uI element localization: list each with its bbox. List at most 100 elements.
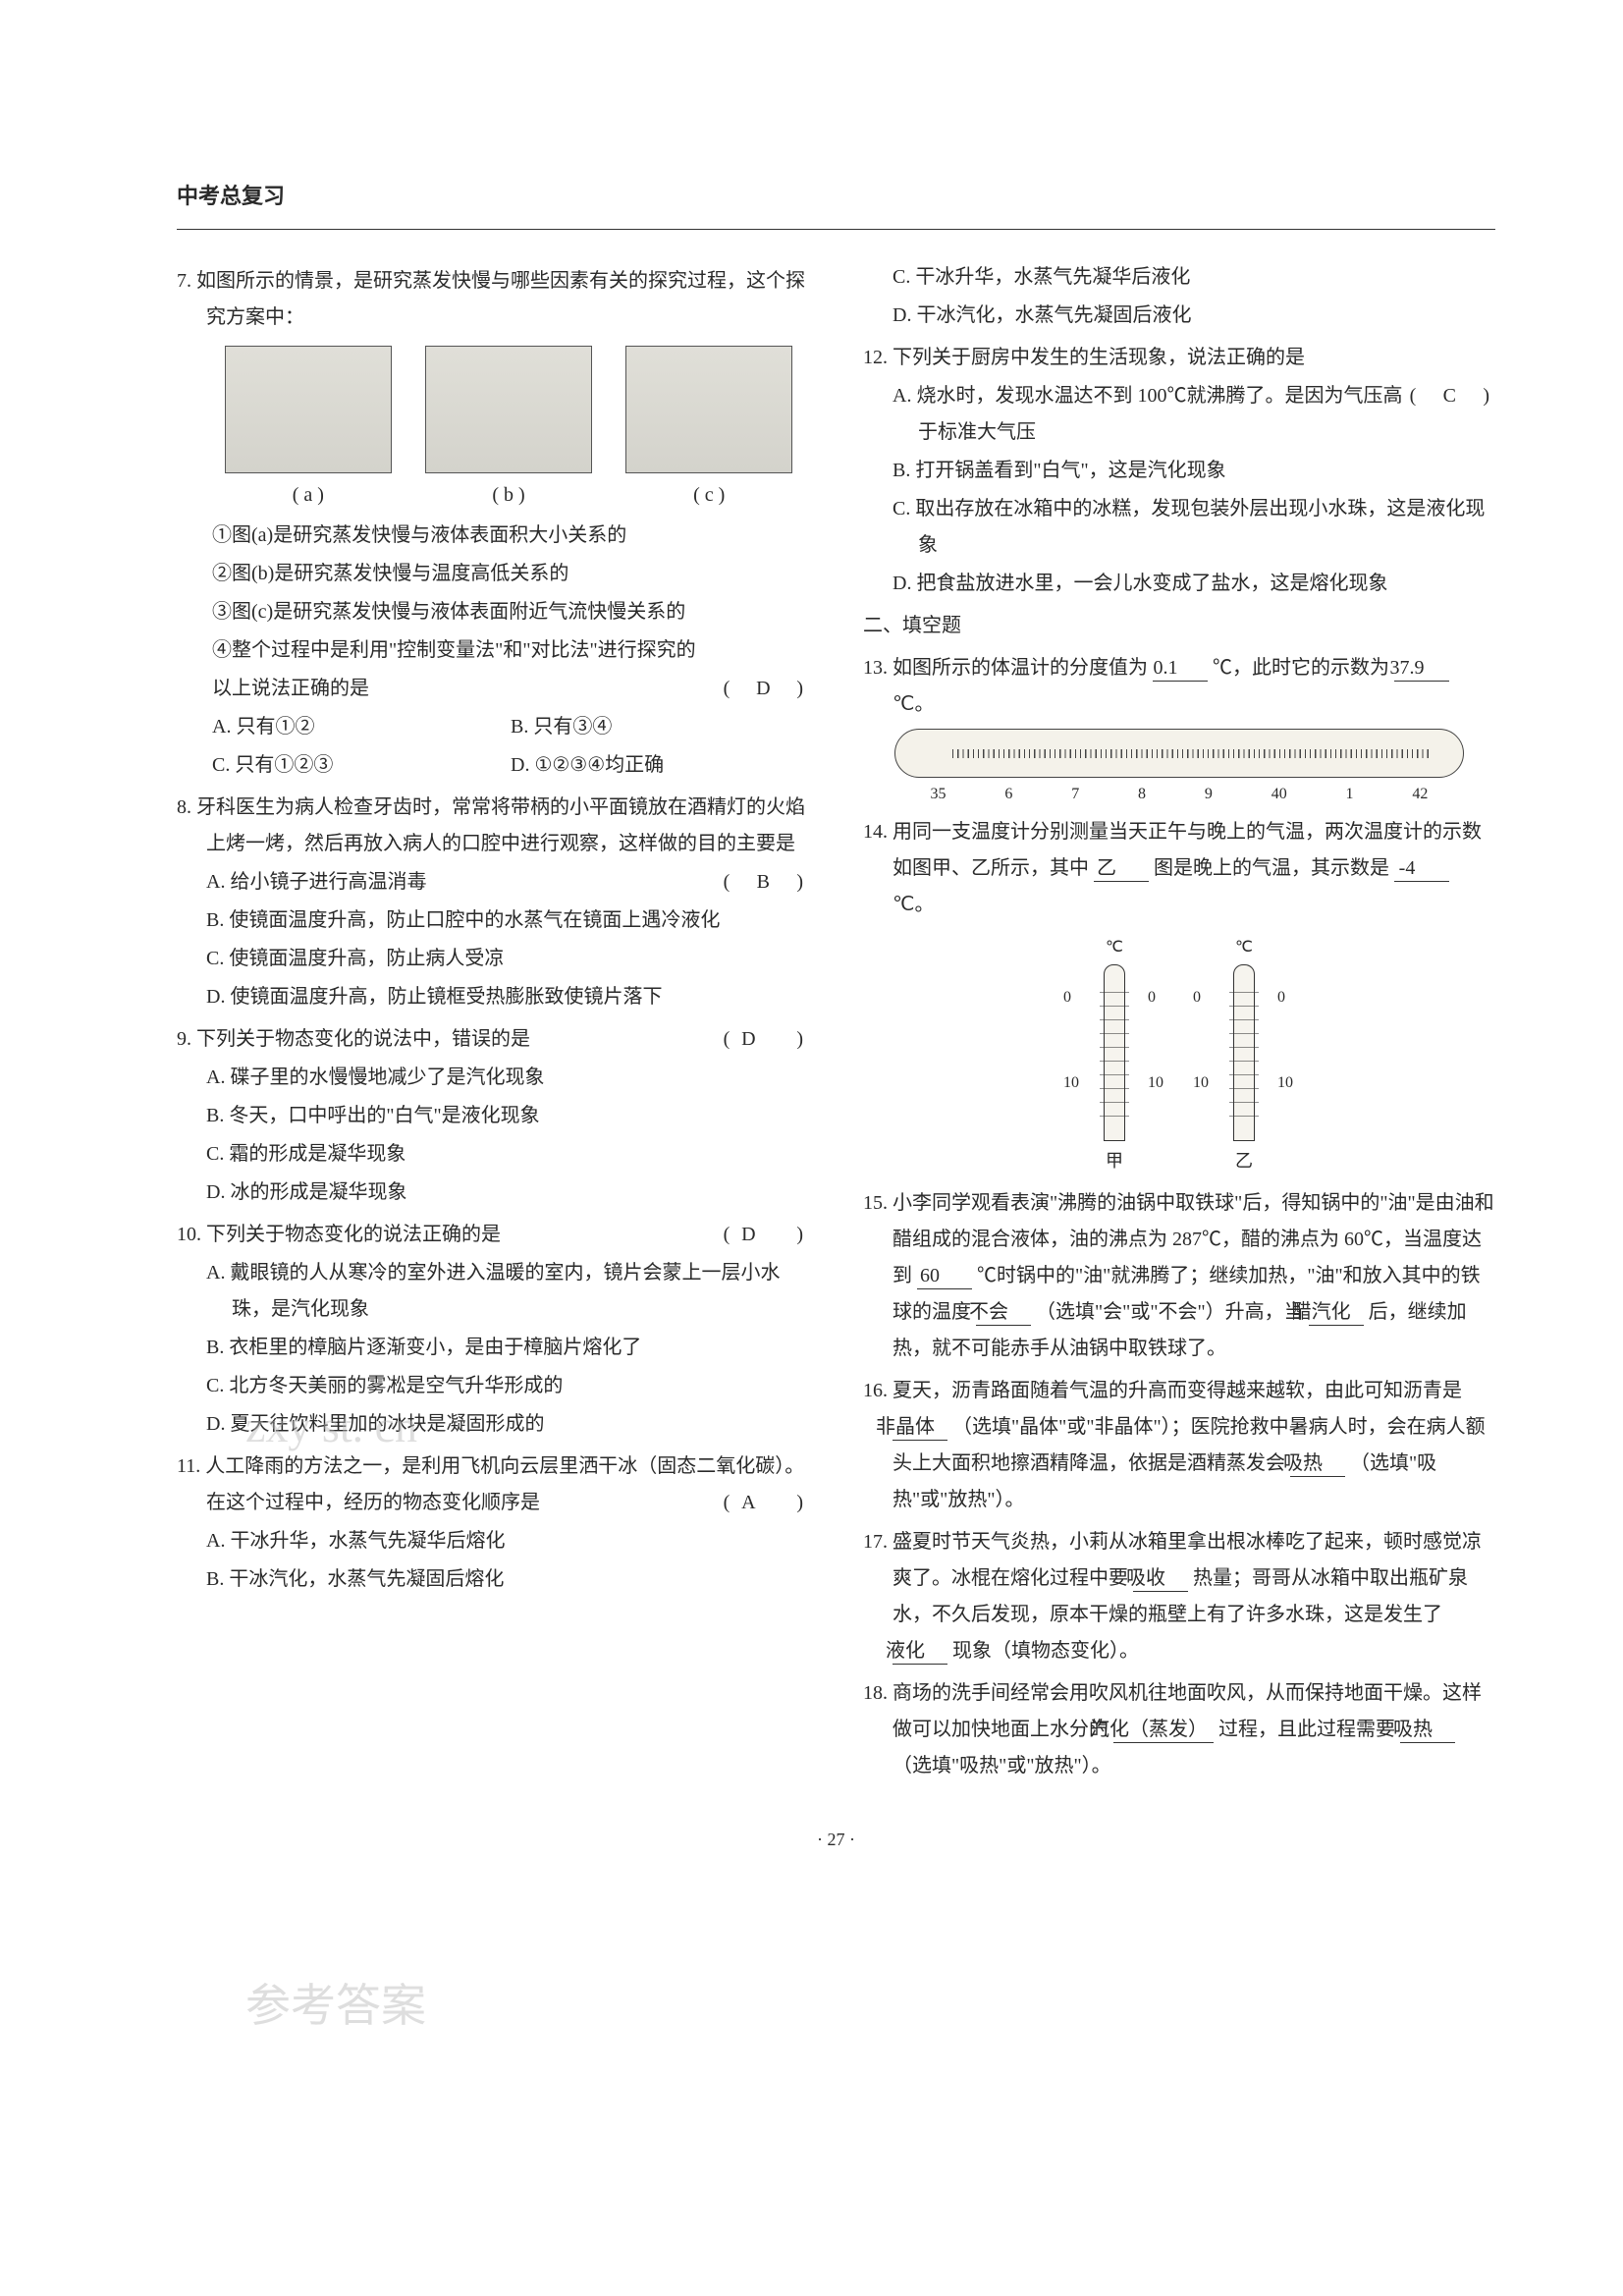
q16-b2: 吸热: [1290, 1450, 1345, 1477]
q16-b1: 非晶体: [893, 1414, 947, 1441]
q8-answer: ( B ): [724, 864, 809, 901]
q17-b2: 液化: [893, 1638, 947, 1665]
q9-answer-letter: D: [749, 1021, 777, 1058]
q18-b2: 吸热: [1400, 1717, 1455, 1743]
page-number: · 27 ·: [177, 1824, 1495, 1856]
q11-oB: B. 干冰汽化，水蒸气先凝固后熔化: [177, 1561, 809, 1598]
q7-oD: D. ①②③④均正确: [511, 747, 809, 784]
q14-cap-jia: 甲: [1106, 1145, 1123, 1177]
q11-stem-text: 11. 人工降雨的方法之一，是利用飞机向云层里洒干冰（固态二氧化碳）。在这个过程…: [177, 1455, 804, 1513]
q14-b2: -4: [1394, 855, 1449, 882]
q7-fig-b: [425, 346, 592, 473]
q14-tube-jia: 0 10 0 10: [1104, 964, 1125, 1141]
q9-oB: B. 冬天，口中呼出的"白气"是液化现象: [177, 1098, 809, 1134]
q11-stem: 11. 人工降雨的方法之一，是利用飞机向云层里洒干冰（固态二氧化碳）。在这个过程…: [177, 1449, 809, 1521]
q14-unit-2: ℃: [1235, 933, 1253, 962]
q12-answer: ( C ): [1410, 378, 1495, 414]
q7-opts-cd: C. 只有①②③ D. ①②③④均正确: [177, 747, 809, 784]
q13-thermo-labels: 35 6 7 8 9 40 1 42: [901, 780, 1458, 809]
q13-t2: ℃，此时它的示数为: [1213, 657, 1389, 679]
q12-oC: C. 取出存放在冰箱中的冰糕，发现包装外层出现小水珠，这是液化现象: [863, 491, 1495, 564]
q14-unit-1: ℃: [1106, 933, 1123, 962]
q10-oB: B. 衣柜里的樟脑片逐渐变小，是由于樟脑片熔化了: [177, 1330, 809, 1366]
q8-oA: A. 给小镜子进行高温消毒: [177, 864, 809, 901]
q14-t2: 图是晚上的气温，其示数是: [1154, 857, 1389, 879]
q7-prompt: 以上说法正确的是 ( D ): [177, 671, 809, 707]
q18: 18. 商场的洗手间经常会用吹风机往地面吹风，从而保持地面干燥。这样做可以加快地…: [863, 1675, 1495, 1784]
q11-oC: C. 干冰升华，水蒸气先凝华后液化: [863, 259, 1495, 296]
q9-oC: C. 霜的形成是凝华现象: [177, 1136, 809, 1173]
q7-oA: A. 只有①②: [212, 709, 511, 745]
q9-oD: D. 冰的形成是凝华现象: [177, 1175, 809, 1211]
q10-answer: ( D ): [753, 1217, 809, 1253]
watermark-2: 参考答案: [245, 1964, 426, 2048]
q14-figure: ℃ 0 10 0 10 甲 ℃ 0: [863, 933, 1495, 1177]
q17-t3: 现象（填物态变化）。: [952, 1640, 1139, 1662]
q10-oC: C. 北方冬天美丽的雾凇是空气升华形成的: [177, 1368, 809, 1404]
q7-answer-letter: D: [749, 671, 777, 707]
q7-opts-ab: A. 只有①② B. 只有③④: [177, 709, 809, 745]
q18-b1: 汽化（蒸发）: [1113, 1717, 1214, 1743]
q13-tl-9: 9: [1205, 780, 1213, 809]
q10-stem: 10. 下列关于物态变化的说法正确的是 ( D ): [177, 1217, 809, 1253]
q15-b1: 60: [917, 1263, 972, 1289]
q12-oD: D. 把食盐放进水里，一会儿水变成了盐水，这是熔化现象: [863, 566, 1495, 602]
q10-oD: D. 夏天往饮料里加的冰块是凝固形成的: [177, 1406, 809, 1443]
q8-oD: D. 使镜面温度升高，防止镜框受热膨胀致使镜片落下: [177, 979, 809, 1015]
q11-answer: ( A ): [753, 1485, 809, 1521]
right-column: C. 干冰升华，水蒸气先凝华后液化 D. 干冰汽化，水蒸气先凝固后液化 12. …: [863, 257, 1495, 1784]
q13-tl-6: 6: [1004, 780, 1012, 809]
q12-answer-letter: C: [1435, 378, 1463, 414]
q13-tl-35: 35: [931, 780, 947, 809]
q10-oA: A. 戴眼镜的人从寒冷的室外进入温暖的室内，镜片会蒙上一层小水珠，是汽化现象: [177, 1255, 809, 1328]
q14-s0a: 0: [1063, 983, 1079, 1012]
q7-oB: B. 只有③④: [511, 709, 809, 745]
q13-t3: ℃。: [893, 693, 934, 715]
q16-t1: 16. 夏天，沥青路面随着气温的升高而变得越来越软，由此可知沥青是: [863, 1380, 1462, 1401]
q11-answer-letter: A: [749, 1485, 777, 1521]
q7-figure-row: [177, 346, 809, 473]
q7-l1: ①图(a)是研究蒸发快慢与液体表面积大小关系的: [177, 518, 809, 554]
q7-l4: ④整个过程中是利用"控制变量法"和"对比法"进行探究的: [177, 632, 809, 669]
q7-l3: ③图(c)是研究蒸发快慢与液体表面附近气流快慢关系的: [177, 594, 809, 630]
q14-t3: ℃。: [893, 894, 934, 915]
q14-scale-l1: 0 10: [1063, 983, 1079, 1098]
q7-cap-b: ( b ): [492, 477, 524, 514]
section-2-head: 二、填空题: [863, 608, 1495, 644]
q7-fig-c: [625, 346, 792, 473]
q7-l2: ②图(b)是研究蒸发快慢与温度高低关系的: [177, 556, 809, 592]
q14-cap-yi: 乙: [1235, 1145, 1253, 1177]
q17: 17. 盛夏时节天气炎热，小莉从冰箱里拿出根冰棒吃了起来，顿时感觉凉爽了。冰棍在…: [863, 1524, 1495, 1669]
q9-stem-text: 9. 下列关于物态变化的说法中，错误的是: [177, 1028, 530, 1050]
q14-scale-r1: 0 10: [1148, 983, 1163, 1098]
q18-t3: （选填"吸热"或"放热"）。: [893, 1755, 1111, 1777]
q13-tl-1: 1: [1346, 780, 1354, 809]
q10-stem-text: 10. 下列关于物态变化的说法正确的是: [177, 1224, 501, 1245]
q12-stem-text: 12. 下列关于厨房中发生的生活现象，说法正确的是: [863, 347, 1305, 368]
q16: 16. 夏天，沥青路面随着气温的升高而变得越来越软，由此可知沥青是 非晶体 （选…: [863, 1373, 1495, 1518]
q12-stem: 12. 下列关于厨房中发生的生活现象，说法正确的是: [863, 340, 1495, 376]
q14-tube-yi: 0 10 0 10: [1233, 964, 1255, 1141]
q13-tl-8: 8: [1138, 780, 1146, 809]
q14-thermo-yi: ℃ 0 10 0 10 乙: [1233, 933, 1255, 1177]
q13-tl-7: 7: [1071, 780, 1079, 809]
q7-oC: C. 只有①②③: [212, 747, 511, 784]
q17-b1: 吸收: [1133, 1565, 1188, 1592]
q15-b3: 醋汽化: [1309, 1299, 1364, 1326]
q15-b2: 不会: [976, 1299, 1031, 1326]
q13-t1: 13. 如图所示的体温计的分度值为: [863, 657, 1148, 679]
q12-oB: B. 打开锅盖看到"白气"，这是汽化现象: [863, 453, 1495, 489]
q14-s10a: 10: [1063, 1068, 1079, 1098]
q13-b1: 0.1: [1153, 655, 1208, 682]
q8-oB: B. 使镜面温度升高，防止口腔中的水蒸气在镜面上遇冷液化: [177, 902, 809, 939]
q7-cap-c: ( c ): [693, 477, 725, 514]
q14-scale-r2: 0 10: [1277, 983, 1293, 1098]
q7-fig-captions: ( a ) ( b ) ( c ): [177, 477, 809, 514]
q13-tl-40: 40: [1271, 780, 1287, 809]
q9-oA: A. 碟子里的水慢慢地减少了是汽化现象: [177, 1060, 809, 1096]
q8-stem: 8. 牙科医生为病人检查牙齿时，常常将带柄的小平面镜放在酒精灯的火焰上烤一烤，然…: [177, 790, 809, 862]
left-column: 7. 如图所示的情景，是研究蒸发快慢与哪些因素有关的探究过程，这个探究方案中： …: [177, 257, 809, 1784]
q14-s10c: 10: [1193, 1068, 1209, 1098]
q9-answer: ( D ): [753, 1021, 809, 1058]
q8-stem-text: 8. 牙科医生为病人检查牙齿时，常常将带柄的小平面镜放在酒精灯的火焰上烤一烤，然…: [177, 796, 805, 854]
